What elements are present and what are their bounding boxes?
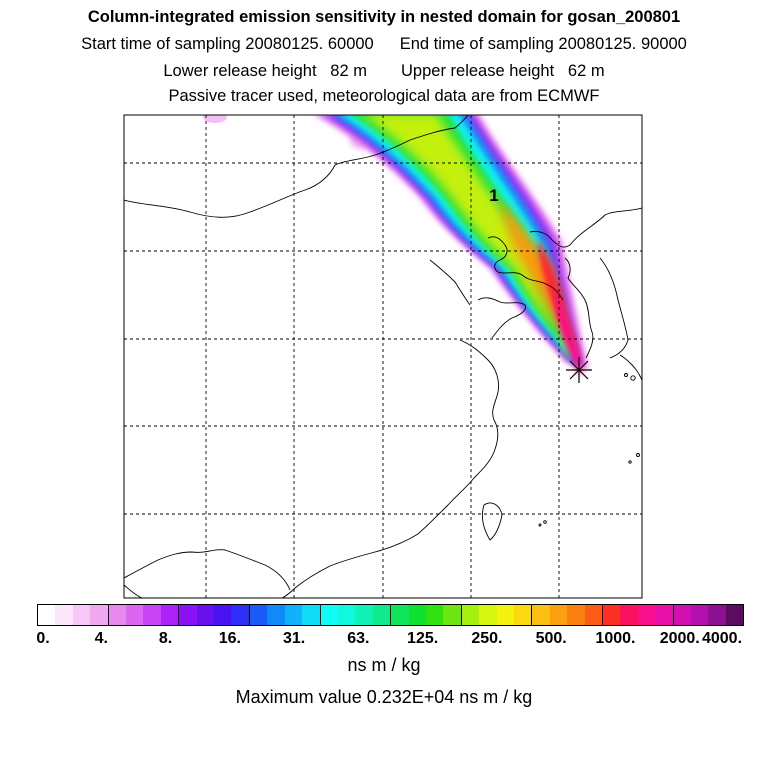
release-heights-line: Lower release height 82 m Upper release h… bbox=[0, 61, 768, 81]
island bbox=[624, 373, 628, 377]
colorbar-tick-label: 63. bbox=[347, 630, 370, 647]
colorbar-cell bbox=[372, 605, 391, 625]
colorbar-cell bbox=[143, 605, 161, 625]
colorbar-cell bbox=[337, 605, 356, 625]
plume-layer-magenta bbox=[315, 115, 588, 370]
colorbar-cell bbox=[38, 605, 56, 625]
plume-layer-orange bbox=[500, 200, 575, 356]
hainan-region bbox=[124, 549, 291, 591]
island bbox=[630, 375, 636, 381]
taiwan bbox=[481, 502, 503, 541]
manchuria-border bbox=[529, 207, 642, 248]
colorbar-cell bbox=[602, 605, 621, 625]
tracer-info-line: Passive tracer used, meteorological data… bbox=[168, 87, 600, 105]
korea-east-coast bbox=[599, 257, 629, 359]
colorbar-cell bbox=[691, 605, 709, 625]
colorbar-cell bbox=[496, 605, 514, 625]
colorbar-cell bbox=[513, 605, 532, 625]
colorbar-cell bbox=[178, 605, 197, 625]
colorbar-cell bbox=[267, 605, 285, 625]
colorbar-cell bbox=[390, 605, 409, 625]
colorbar-cell bbox=[672, 605, 692, 625]
colorbar-cell bbox=[620, 605, 638, 625]
colorbar-cell bbox=[302, 605, 320, 625]
faint-plume-patch bbox=[203, 115, 227, 123]
colorbar-cell bbox=[90, 605, 108, 625]
colorbar-units: ns m / kg bbox=[347, 655, 421, 675]
colorbar bbox=[37, 604, 744, 626]
start-sampling-text: Start time of sampling 20080125. 60000 bbox=[81, 35, 374, 53]
sensitivity-plume bbox=[203, 115, 588, 376]
colorbar-cell bbox=[460, 605, 480, 625]
island bbox=[543, 520, 547, 524]
colorbar-tick-label: 31. bbox=[282, 630, 306, 647]
lat-lon-grid bbox=[124, 115, 642, 598]
max-marker-label: 1 bbox=[489, 186, 499, 205]
colorbar-cell bbox=[107, 605, 127, 625]
colorbar-tick-label: 125. bbox=[407, 630, 439, 647]
plume-layer-yellowgreen bbox=[362, 115, 570, 360]
colorbar-cell bbox=[55, 605, 73, 625]
colorbar-cell bbox=[567, 605, 585, 625]
colorbar-cell bbox=[284, 605, 303, 625]
colorbar-cell bbox=[319, 605, 338, 625]
colorbar-cell bbox=[214, 605, 232, 625]
max-value-text: Maximum value 0.232E+04 ns m / kg bbox=[235, 687, 533, 707]
colorbar-cell bbox=[160, 605, 179, 625]
colorbar-tick-label: 16. bbox=[218, 630, 241, 647]
colorbar-tick-label: 2000. bbox=[659, 630, 700, 647]
colorbar-cell bbox=[231, 605, 249, 625]
japan-kyushu bbox=[619, 354, 642, 381]
island bbox=[538, 523, 542, 527]
colorbar-cell bbox=[708, 605, 726, 625]
island bbox=[628, 460, 632, 464]
coastlines bbox=[124, 115, 642, 598]
island bbox=[636, 453, 640, 457]
colorbar-tick-label: 0. bbox=[36, 630, 50, 647]
colorbar-tick-label: 4. bbox=[94, 630, 108, 647]
colorbar-cell bbox=[72, 605, 91, 625]
colorbar-cell bbox=[549, 605, 568, 625]
shandong-coast bbox=[477, 297, 527, 339]
colorbar-cell bbox=[637, 605, 656, 625]
colorbar-cell bbox=[248, 605, 268, 625]
yunnan-border bbox=[124, 584, 143, 598]
end-sampling-text: End time of sampling 20080125. 90000 bbox=[399, 35, 687, 53]
colorbar-cell bbox=[584, 605, 602, 625]
colorbar-cell bbox=[408, 605, 426, 625]
receptor-star-icon bbox=[566, 357, 592, 383]
colorbar-cell bbox=[126, 605, 144, 625]
colorbar-cell bbox=[479, 605, 497, 625]
colorbar-tick-label: 500. bbox=[535, 630, 567, 647]
bohai-coast bbox=[487, 236, 564, 301]
plume-layer-pink bbox=[555, 290, 582, 376]
yellow-river-region bbox=[429, 259, 471, 306]
sampling-times-line: Start time of sampling 20080125. 60000 En… bbox=[0, 34, 768, 54]
map-frame bbox=[123, 114, 643, 599]
colorbar-cell bbox=[531, 605, 550, 625]
colorbar-tick-label: 4000. bbox=[701, 630, 743, 647]
lower-release-text: Lower release height 82 m bbox=[163, 62, 367, 80]
colorbar-tick-label: 8. bbox=[158, 630, 173, 647]
colorbar-tick-label: 1000. bbox=[595, 630, 636, 647]
colorbar-cell bbox=[355, 605, 373, 625]
colorbar-cell bbox=[425, 605, 444, 625]
upper-release-text: Upper release height 62 m bbox=[401, 62, 605, 80]
colorbar-tick-label: 250. bbox=[471, 630, 503, 647]
colorbar-cell bbox=[196, 605, 215, 625]
mongolia-border bbox=[124, 115, 469, 218]
colorbar-cell bbox=[443, 605, 461, 625]
china-east-coast bbox=[281, 339, 499, 598]
colorbar-cell bbox=[655, 605, 673, 625]
plot-title: Column-integrated emission sensitivity i… bbox=[87, 8, 681, 26]
colorbar-cell bbox=[725, 605, 744, 625]
